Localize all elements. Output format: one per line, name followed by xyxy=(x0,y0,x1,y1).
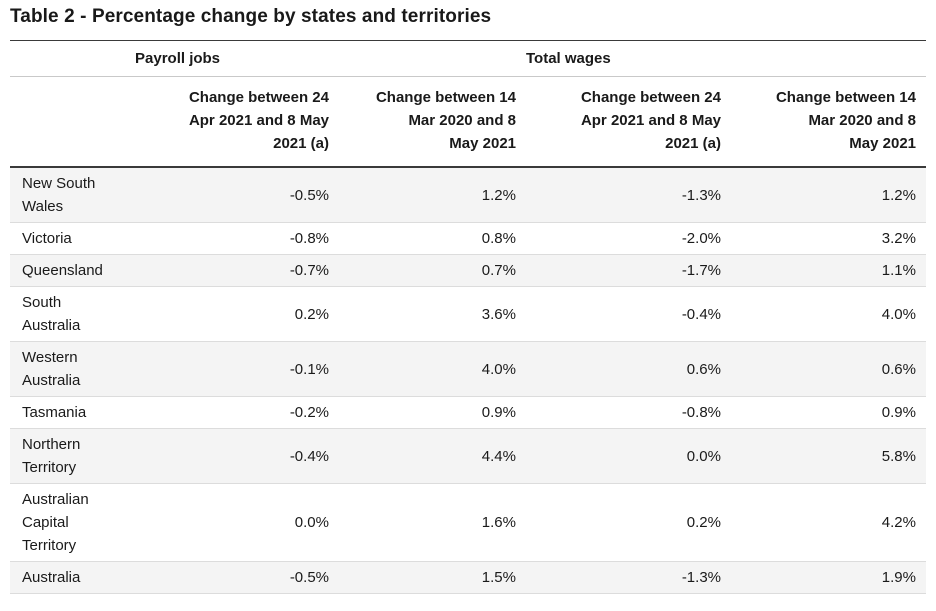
value-cell: 0.7% xyxy=(481,262,516,279)
column-header-row: Change between 24 Apr 2021 and 8 May 202… xyxy=(10,76,926,168)
state-name: New South Wales xyxy=(22,175,96,215)
state-name: Queensland xyxy=(22,262,103,279)
value-cell: -0.8% xyxy=(681,404,721,421)
value-cell: 0.6% xyxy=(881,360,916,378)
value-cell: 0.6% xyxy=(686,360,721,378)
value-cell: 3.6% xyxy=(481,305,516,323)
column-header-wages-apr-may: Change between 24 Apr 2021 and 8 May 202… xyxy=(526,76,731,168)
value-cell: 1.9% xyxy=(881,569,916,586)
stats-table: Payroll jobs Total wages Change between … xyxy=(10,40,926,594)
value-cell: 1.2% xyxy=(881,186,916,204)
column-header-wages-mar-may: Change between 14 Mar 2020 and 8 May 202… xyxy=(731,76,926,168)
value-cell: 4.0% xyxy=(481,360,516,378)
table-title: Table 2 - Percentage change by states an… xyxy=(10,6,492,27)
value-cell: 1.5% xyxy=(481,569,516,586)
value-cell: 4.2% xyxy=(881,514,916,531)
value-cell: 1.1% xyxy=(881,262,916,279)
value-cell: 5.8% xyxy=(881,447,916,465)
table-body: New South Wales -0.5% 1.2% -1.3% 1.2% Victori… xyxy=(10,167,926,594)
value-cell: -1.7% xyxy=(681,262,721,279)
value-cell: -0.1% xyxy=(289,360,329,378)
table-header: Payroll jobs Total wages Change between … xyxy=(10,40,926,168)
corner-cell xyxy=(10,76,135,168)
state-name: Australia xyxy=(22,569,81,586)
table-row: Queensland -0.7% 0.7% -1.7% 1.1% xyxy=(10,254,926,287)
corner-cell xyxy=(10,40,135,77)
value-cell: 0.2% xyxy=(686,514,721,531)
value-cell: -2.0% xyxy=(681,230,721,247)
state-name: South Australia xyxy=(22,294,81,334)
page: Table 2 - Percentage change by states an… xyxy=(10,6,926,594)
value-cell: -0.7% xyxy=(289,262,329,279)
state-name: Western Australia xyxy=(22,349,81,389)
value-cell: -0.4% xyxy=(289,447,329,465)
value-cell: 1.6% xyxy=(481,514,516,531)
value-cell: 3.2% xyxy=(881,230,916,247)
value-cell: 1.2% xyxy=(481,186,516,204)
value-cell: 0.2% xyxy=(294,305,329,323)
table-row: Australia -0.5% 1.5% -1.3% 1.9% xyxy=(10,561,926,594)
table-row: Victoria -0.8% 0.8% -2.0% 3.2% xyxy=(10,223,926,255)
table-row: Tasmania -0.2% 0.9% -0.8% 0.9% xyxy=(10,397,926,429)
column-header-payroll-mar-may: Change between 14 Mar 2020 and 8 May 202… xyxy=(339,76,526,168)
value-cell: 4.0% xyxy=(881,305,916,323)
table-row: Northern Territory -0.4% 4.4% 0.0% 5.8% xyxy=(10,428,926,484)
column-group-total-wages: Total wages xyxy=(526,40,926,77)
value-cell: 4.4% xyxy=(481,447,516,465)
column-group-payroll-jobs: Payroll jobs xyxy=(135,40,526,77)
value-cell: 0.0% xyxy=(686,447,721,465)
table-row: Western Australia -0.1% 4.0% 0.6% 0.6% xyxy=(10,341,926,397)
value-cell: 0.8% xyxy=(481,230,516,247)
value-cell: -0.5% xyxy=(289,569,329,586)
table-row: New South Wales -0.5% 1.2% -1.3% 1.2% xyxy=(10,167,926,223)
value-cell: -0.4% xyxy=(681,305,721,323)
value-cell: -1.3% xyxy=(681,569,721,586)
state-name: Victoria xyxy=(22,230,72,247)
value-cell: -0.5% xyxy=(289,186,329,204)
state-name: Australian Capital Territory xyxy=(22,491,89,554)
value-cell: 0.9% xyxy=(881,404,916,421)
group-header-row: Payroll jobs Total wages xyxy=(10,40,926,77)
value-cell: 0.9% xyxy=(481,404,516,421)
state-name: Northern Territory xyxy=(22,436,81,476)
value-cell: -1.3% xyxy=(681,186,721,204)
value-cell: -0.8% xyxy=(289,230,329,247)
value-cell: -0.2% xyxy=(289,404,329,421)
table-row: Australian Capital Territory 0.0% 1.6% 0.2%… xyxy=(10,484,926,562)
column-header-payroll-apr-may: Change between 24 Apr 2021 and 8 May 202… xyxy=(135,76,339,168)
table-row: South Australia 0.2% 3.6% -0.4% 4.0% xyxy=(10,287,926,342)
state-name: Tasmania xyxy=(22,404,87,421)
value-cell: 0.0% xyxy=(294,514,329,531)
